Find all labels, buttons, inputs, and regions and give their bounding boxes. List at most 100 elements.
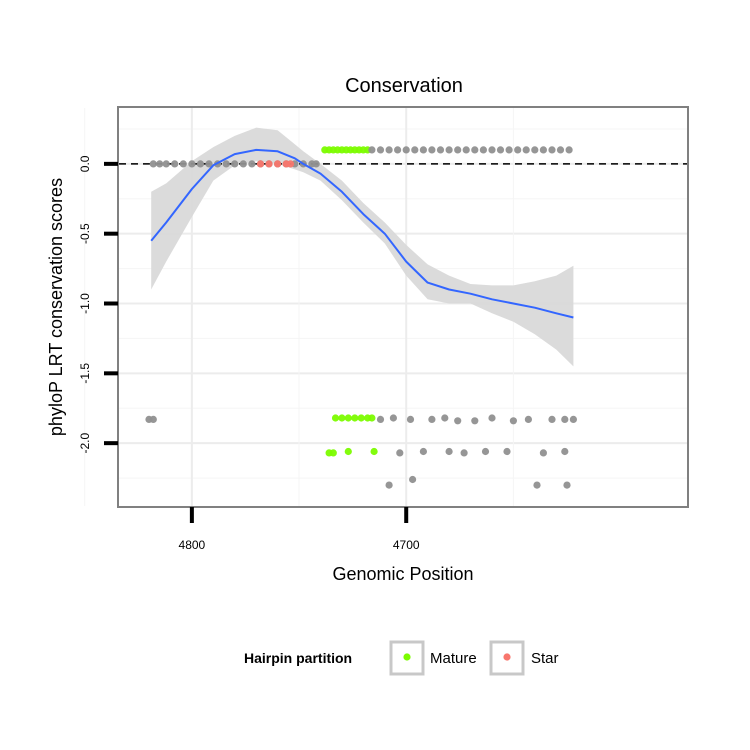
point-other <box>149 415 157 423</box>
legend-item-mature: Mature <box>389 640 477 676</box>
y-axis: 0.0 -0.5 -1.0 -1.5 -2.0 <box>78 155 118 454</box>
point-star <box>265 160 273 168</box>
x-tick-label: 4700 <box>393 538 420 552</box>
point-other <box>531 146 539 154</box>
point-other <box>441 414 449 422</box>
point-other <box>368 146 376 154</box>
point-other <box>471 417 479 425</box>
legend-label-star: Star <box>531 650 559 667</box>
point-other <box>179 160 187 168</box>
point-mature <box>338 414 346 422</box>
legend-dot-mature <box>403 653 411 661</box>
point-other <box>488 414 496 422</box>
point-other <box>565 146 573 154</box>
point-other <box>385 481 393 489</box>
point-other <box>514 146 522 154</box>
y-tick-label: 0.0 <box>78 155 92 172</box>
point-mature <box>344 414 352 422</box>
point-other <box>239 160 247 168</box>
y-tick-label: -0.5 <box>78 223 92 244</box>
smooth-line-path <box>150 148 574 319</box>
point-other <box>156 160 164 168</box>
point-other <box>312 160 320 168</box>
point-other <box>171 160 179 168</box>
point-other <box>389 414 397 422</box>
point-other <box>394 146 402 154</box>
point-other <box>231 160 239 168</box>
point-other <box>396 449 404 457</box>
point-other <box>419 447 427 456</box>
point-other <box>428 146 436 154</box>
point-star <box>274 160 282 168</box>
point-other <box>196 160 204 168</box>
legend-dot-star <box>503 653 511 661</box>
x-tick-label: 4800 <box>179 538 206 552</box>
point-other <box>149 160 157 168</box>
x-axis-label: Genomic Position <box>332 564 473 584</box>
point-other <box>569 415 578 423</box>
smooth-line <box>150 148 574 319</box>
point-other <box>509 417 517 425</box>
point-other <box>548 415 556 423</box>
point-other <box>471 146 479 154</box>
point-other <box>205 160 213 168</box>
point-other <box>522 146 530 154</box>
point-other <box>376 146 385 154</box>
point-other <box>445 146 453 154</box>
point-mature <box>329 449 337 457</box>
point-other <box>561 447 569 456</box>
point-other <box>556 146 565 154</box>
y-axis-label: phyloP LRT conservation scores <box>46 178 66 436</box>
point-other <box>409 475 417 484</box>
legend: Hairpin partition Mature Star <box>244 640 559 676</box>
point-other <box>539 449 548 457</box>
point-other <box>222 160 230 168</box>
point-other <box>402 146 410 154</box>
legend-title: Hairpin partition <box>244 650 352 666</box>
point-other <box>481 447 490 456</box>
point-mature <box>370 447 378 456</box>
point-other <box>479 146 487 154</box>
point-other <box>563 481 571 489</box>
chart-title: Conservation <box>345 75 463 97</box>
point-other <box>488 146 496 154</box>
legend-item-star: Star <box>489 640 559 676</box>
point-other <box>419 146 427 154</box>
point-other <box>503 447 511 456</box>
point-other <box>248 160 256 168</box>
point-star <box>286 160 295 168</box>
point-mature <box>368 414 376 422</box>
legend-label-mature: Mature <box>430 650 477 667</box>
point-other <box>460 449 468 457</box>
point-mature <box>351 414 359 422</box>
point-other <box>445 447 453 456</box>
point-other <box>162 160 170 168</box>
point-mature <box>357 414 365 422</box>
point-other <box>436 146 445 154</box>
point-other <box>376 415 385 423</box>
point-other <box>548 146 556 154</box>
point-other <box>406 415 415 423</box>
point-other <box>496 146 505 154</box>
point-star <box>256 160 265 168</box>
point-other <box>385 146 393 154</box>
point-other <box>454 417 462 425</box>
point-other <box>539 146 548 154</box>
point-other <box>533 481 541 489</box>
point-mature <box>344 447 352 456</box>
point-other <box>524 415 533 423</box>
point-other <box>428 415 436 423</box>
y-tick-label: -2.0 <box>78 432 92 453</box>
y-tick-label: -1.0 <box>78 293 92 314</box>
point-other <box>454 146 462 154</box>
y-tick-label: -1.5 <box>78 363 92 384</box>
point-other <box>411 146 419 154</box>
point-mature <box>331 414 340 422</box>
point-other <box>188 160 196 168</box>
x-axis: 4800 4700 <box>179 507 420 552</box>
data-points <box>145 146 578 489</box>
point-other <box>462 146 470 154</box>
point-other <box>505 146 513 154</box>
point-other <box>561 415 569 423</box>
